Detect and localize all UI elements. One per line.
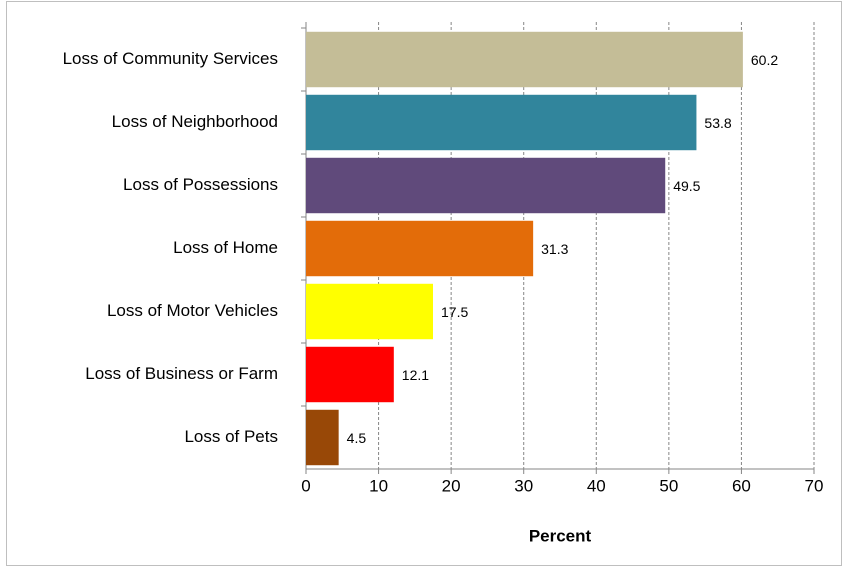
bar bbox=[306, 94, 697, 151]
value-label: 17.5 bbox=[441, 304, 468, 320]
x-tick-label: 60 bbox=[732, 476, 751, 495]
value-label: 12.1 bbox=[402, 367, 429, 383]
y-tick-label: Loss of Home bbox=[173, 238, 278, 257]
bar bbox=[306, 409, 339, 466]
x-tick-label: 30 bbox=[514, 476, 533, 495]
y-tick-label: Loss of Community Services bbox=[63, 49, 278, 68]
x-tick-label: 50 bbox=[659, 476, 678, 495]
bar bbox=[306, 220, 534, 277]
x-tick-label: 10 bbox=[369, 476, 388, 495]
x-axis-title: Percent bbox=[529, 526, 592, 545]
bar bbox=[306, 31, 743, 88]
bar bbox=[306, 346, 394, 403]
bar bbox=[306, 283, 433, 340]
y-tick-label: Loss of Business or Farm bbox=[85, 364, 278, 383]
x-tick-label: 70 bbox=[805, 476, 824, 495]
value-label: 4.5 bbox=[347, 430, 367, 446]
y-tick-label: Loss of Possessions bbox=[123, 175, 278, 194]
y-tick-label: Loss of Motor Vehicles bbox=[107, 301, 278, 320]
x-tick-label: 0 bbox=[301, 476, 310, 495]
value-label: 49.5 bbox=[673, 178, 700, 194]
bar bbox=[306, 157, 666, 214]
value-label: 60.2 bbox=[751, 52, 778, 68]
value-label: 53.8 bbox=[704, 115, 731, 131]
y-tick-label: Loss of Pets bbox=[184, 427, 278, 446]
x-tick-label: 20 bbox=[442, 476, 461, 495]
x-tick-label: 40 bbox=[587, 476, 606, 495]
value-label: 31.3 bbox=[541, 241, 568, 257]
y-tick-label: Loss of Neighborhood bbox=[112, 112, 278, 131]
